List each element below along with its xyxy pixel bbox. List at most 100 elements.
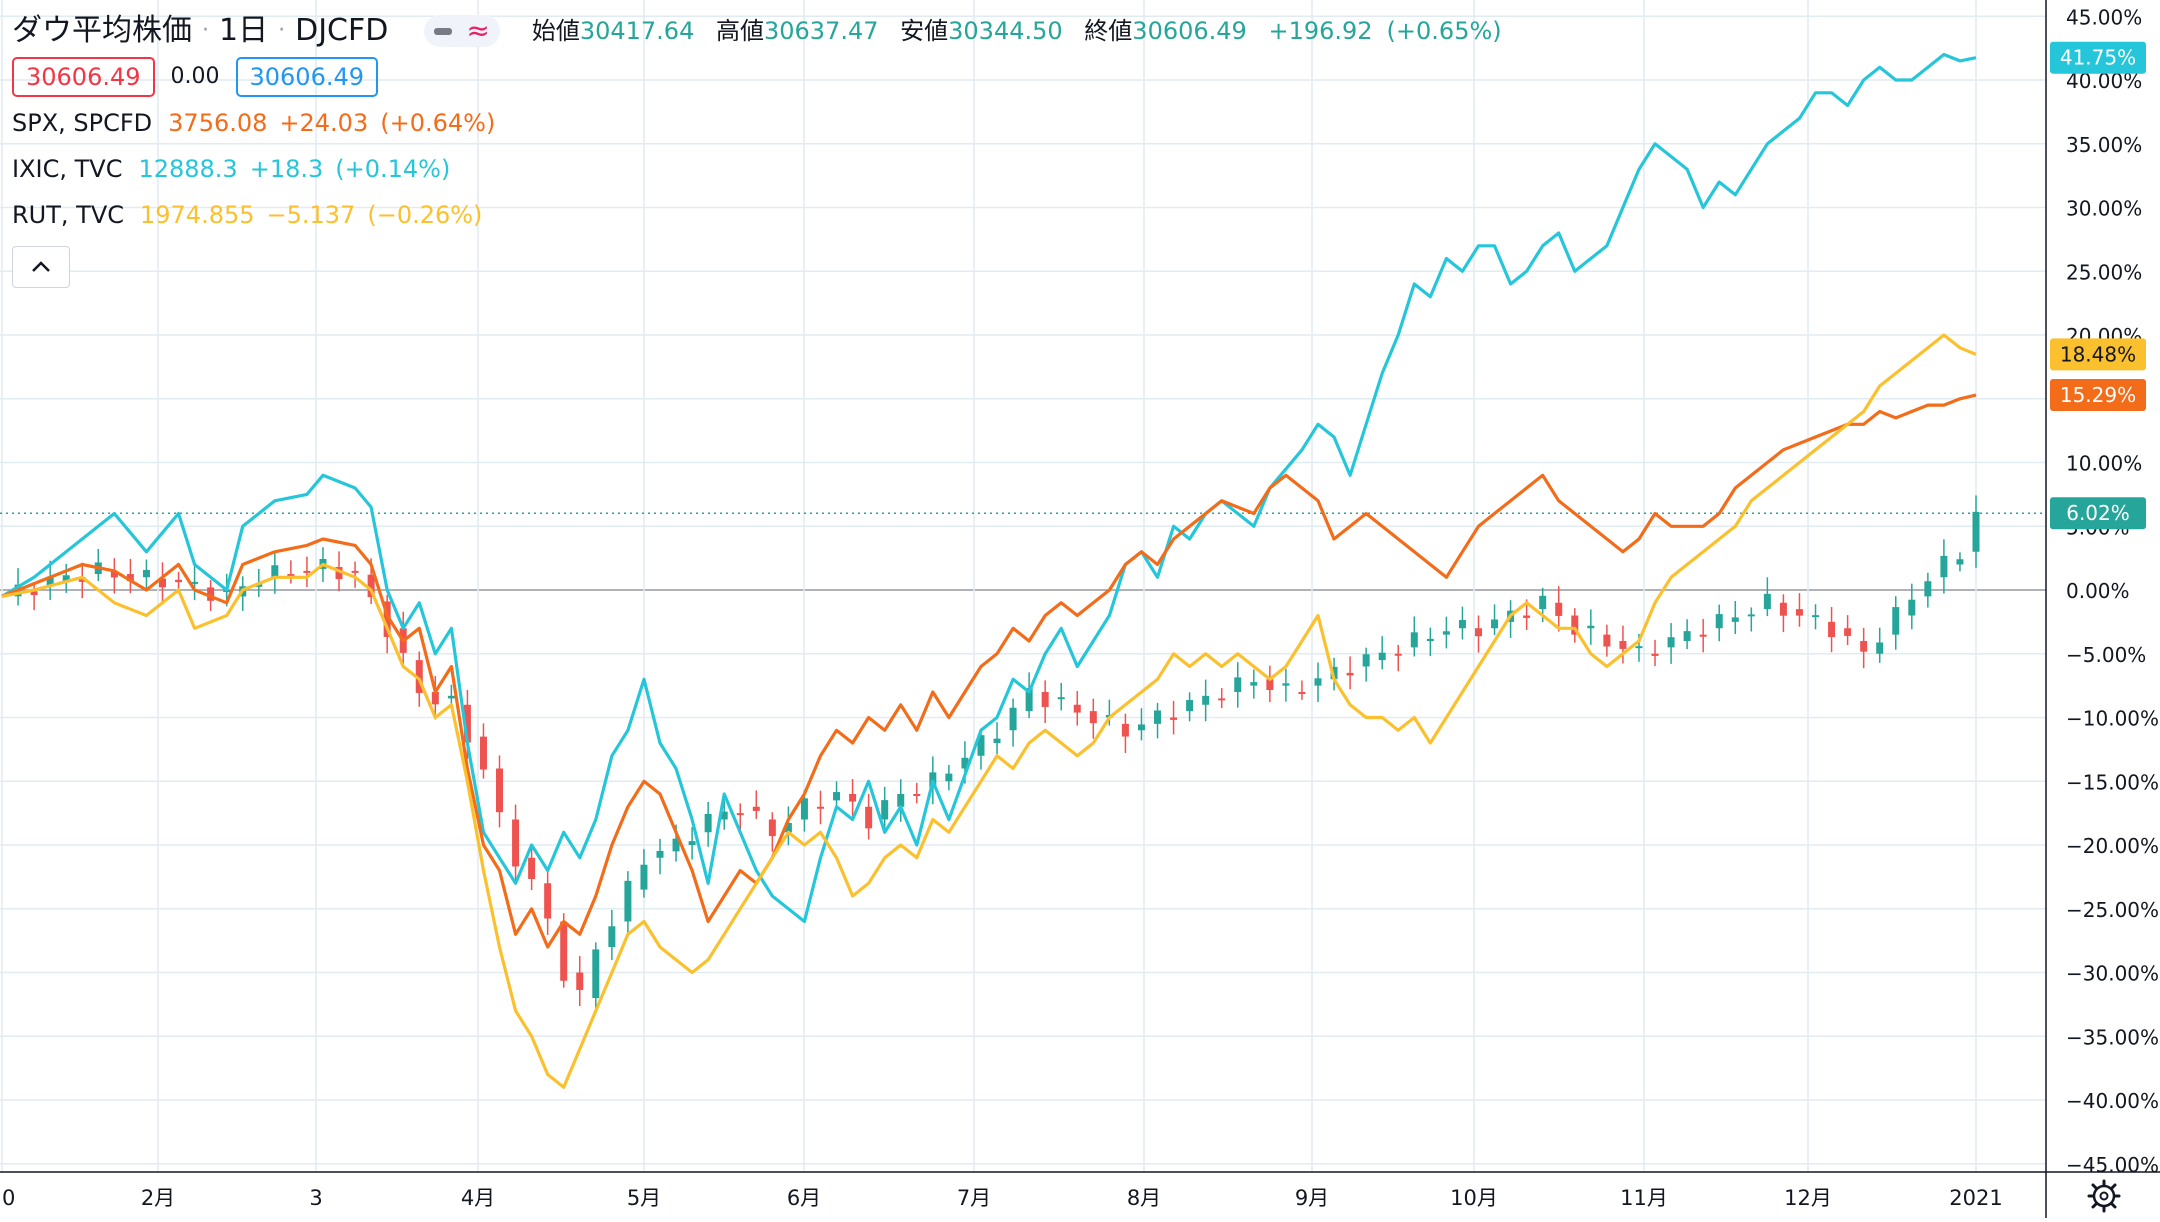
candle-body <box>1346 672 1354 676</box>
candle-body <box>1571 615 1579 635</box>
last-value-badge-label: 18.48% <box>2060 342 2136 366</box>
candle-body <box>1523 615 1531 618</box>
candle-body <box>383 601 391 637</box>
candle-body <box>528 857 536 879</box>
candle-body <box>1298 692 1306 694</box>
x-tick-label: 5月 <box>627 1186 661 1210</box>
low-label: 安値 <box>900 17 949 45</box>
compare-change: +18.3 <box>249 155 324 183</box>
last-value-badge-label: 15.29% <box>2060 383 2136 407</box>
change-pct: (+0.65%) <box>1386 17 1502 45</box>
candle-body <box>913 794 921 796</box>
separator-dot: · <box>278 18 286 43</box>
candle-body <box>1041 692 1049 707</box>
ask-box[interactable]: 30606.49 <box>235 57 379 97</box>
compare-row-ixic[interactable]: IXIC, TVC 12888.3 +18.3 (+0.14%) <box>12 146 1516 192</box>
separator-dot: · <box>202 18 209 43</box>
candle-body <box>897 793 905 807</box>
candle-body <box>1121 723 1129 737</box>
x-tick-label: 10月 <box>1450 1186 1498 1210</box>
change-value: +196.92 <box>1268 17 1373 45</box>
header-row: ダウ平均株価 · 1日 · DJCFD ≈ 始値30417.64 高値30637… <box>12 8 1516 54</box>
candle-body <box>62 575 70 582</box>
open-label: 始値 <box>531 17 580 45</box>
candle-body <box>720 811 728 820</box>
candle-body <box>479 736 487 770</box>
candle-body <box>881 800 889 820</box>
x-tick-label: 6月 <box>787 1186 821 1210</box>
compare-name: IXIC, TVC <box>12 155 123 183</box>
candle-body <box>1699 634 1707 637</box>
collapse-legend-button[interactable] <box>12 246 70 288</box>
low-value: 30344.50 <box>948 17 1063 45</box>
candle-body <box>142 569 150 578</box>
candle-body <box>1394 653 1402 656</box>
y-tick-label: −25.00% <box>2066 898 2159 922</box>
y-tick-label: −40.00% <box>2066 1089 2159 1113</box>
y-tick-label: −15.00% <box>2066 770 2159 794</box>
bid-box[interactable]: 30606.49 <box>12 57 155 97</box>
candle-body <box>1763 593 1771 610</box>
approx-icon[interactable]: ≈ <box>466 14 490 47</box>
candle-body <box>1812 615 1820 618</box>
candle-body <box>752 806 760 811</box>
candle-body <box>158 578 166 588</box>
candle-body <box>1667 637 1675 648</box>
gear-icon[interactable] <box>2087 1179 2121 1213</box>
candle-body <box>816 806 824 809</box>
candle-body <box>1892 607 1900 635</box>
candle-body <box>1603 634 1611 647</box>
compare-change-pct: (−0.26%) <box>367 201 483 229</box>
last-value-badge <box>2050 379 2146 412</box>
candle-body <box>1362 654 1370 667</box>
candle-body <box>768 819 776 837</box>
candle-body <box>736 813 744 816</box>
candle-body <box>1137 724 1145 731</box>
compare-value: 1974.855 <box>140 201 255 229</box>
candle-body <box>1250 682 1258 686</box>
symbol-title[interactable]: ダウ平均株価 <box>12 13 192 48</box>
candle-body <box>608 926 616 947</box>
open-value: 30417.64 <box>579 17 695 45</box>
candle-body <box>207 587 215 601</box>
candle-body <box>672 838 680 852</box>
minus-icon[interactable] <box>434 27 453 35</box>
x-tick-label: 12月 <box>1784 1186 1832 1210</box>
y-tick-label: 25.00% <box>2066 260 2142 284</box>
candle-body <box>1635 646 1643 649</box>
candle-body <box>463 704 471 743</box>
candle-body <box>1234 677 1242 692</box>
indicator-pill[interactable]: ≈ <box>424 14 500 47</box>
candle-body <box>496 768 504 813</box>
candle-body <box>1491 619 1499 629</box>
y-tick-label: 35.00% <box>2066 133 2142 157</box>
candle-body <box>287 574 295 577</box>
candle-body <box>704 813 712 833</box>
y-tick-label: −10.00% <box>2066 707 2159 731</box>
compare-row-spx[interactable]: SPX, SPCFD 3756.08 +24.03 (+0.64%) <box>12 100 1516 146</box>
bid-ask-row: 30606.49 0.00 30606.49 <box>12 54 1516 100</box>
series-line-ixic <box>1 52 1977 924</box>
y-tick-label: −35.00% <box>2066 1025 2159 1049</box>
candle-body <box>800 798 808 820</box>
candle-body <box>624 880 632 922</box>
x-tick-label: 2021 <box>1949 1186 2002 1210</box>
x-tick-label: 2月 <box>141 1186 175 1210</box>
interval-label[interactable]: 1日 <box>219 13 269 48</box>
candle-body <box>1731 617 1739 622</box>
series-line-rut <box>1 333 1977 1089</box>
candle-body <box>1426 638 1434 641</box>
candle-body <box>688 841 696 845</box>
x-tick-label: 3 <box>309 1186 322 1210</box>
candle-body <box>351 570 359 573</box>
x-tick-label: 7月 <box>957 1186 991 1210</box>
candle-body <box>1282 683 1290 686</box>
candle-body <box>415 660 423 693</box>
compare-row-rut[interactable]: RUT, TVC 1974.855 −5.137 (−0.26%) <box>12 192 1516 238</box>
source-label[interactable]: DJCFD <box>295 13 389 48</box>
x-tick-label: 4月 <box>461 1186 495 1210</box>
candle-body <box>784 822 792 833</box>
candle-body <box>849 794 857 802</box>
